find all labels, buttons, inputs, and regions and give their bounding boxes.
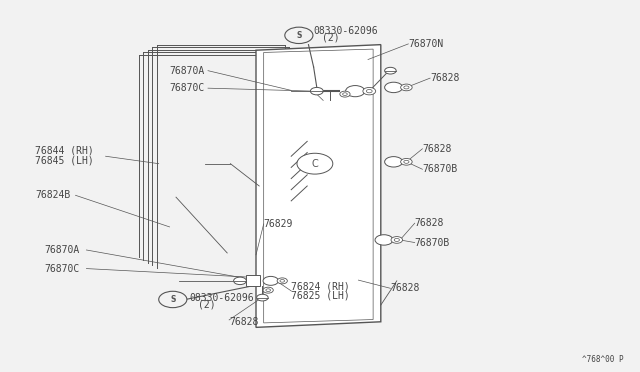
Text: 76828: 76828 <box>390 283 420 293</box>
Text: 76870A: 76870A <box>45 245 80 255</box>
Circle shape <box>285 27 313 44</box>
Text: 76828: 76828 <box>430 73 460 83</box>
Circle shape <box>404 160 409 163</box>
Text: 08330-62096: 08330-62096 <box>314 26 378 35</box>
Text: 76870B: 76870B <box>415 238 450 247</box>
Text: 76824 (RH): 76824 (RH) <box>291 282 350 291</box>
Circle shape <box>394 238 399 241</box>
Polygon shape <box>264 49 373 323</box>
Circle shape <box>280 279 285 282</box>
Text: 76870B: 76870B <box>422 164 458 174</box>
Text: 08330-62096: 08330-62096 <box>189 293 254 302</box>
Text: 76828: 76828 <box>415 218 444 228</box>
Circle shape <box>297 153 333 174</box>
Circle shape <box>159 291 187 308</box>
Circle shape <box>277 278 287 284</box>
Circle shape <box>375 235 393 245</box>
Circle shape <box>385 67 396 74</box>
Text: 76824B: 76824B <box>35 190 70 200</box>
Text: C: C <box>312 159 318 169</box>
Text: S: S <box>296 31 301 40</box>
Text: 76829: 76829 <box>264 219 293 229</box>
Circle shape <box>404 86 409 89</box>
Text: S: S <box>170 295 175 304</box>
Circle shape <box>342 93 348 96</box>
Circle shape <box>234 277 246 285</box>
Circle shape <box>346 86 365 97</box>
Circle shape <box>363 87 376 95</box>
Circle shape <box>401 84 412 91</box>
Circle shape <box>266 289 271 292</box>
Bar <box>246 275 260 286</box>
Circle shape <box>310 87 323 95</box>
Circle shape <box>340 91 350 97</box>
Text: 76828: 76828 <box>422 144 452 154</box>
Text: 76870C: 76870C <box>45 264 80 273</box>
Circle shape <box>401 158 412 165</box>
Circle shape <box>367 90 372 93</box>
Circle shape <box>263 276 278 285</box>
Text: 76828: 76828 <box>229 317 259 327</box>
Circle shape <box>385 157 403 167</box>
Text: 76870C: 76870C <box>170 83 205 93</box>
Text: 76845 (LH): 76845 (LH) <box>35 156 94 166</box>
Polygon shape <box>256 45 381 327</box>
Circle shape <box>391 237 403 243</box>
Text: 76870N: 76870N <box>408 39 444 49</box>
Text: (2): (2) <box>198 299 216 309</box>
Text: 76825 (LH): 76825 (LH) <box>291 291 350 300</box>
Circle shape <box>263 287 273 293</box>
Text: (2): (2) <box>322 32 340 42</box>
Text: ^768^00 P: ^768^00 P <box>582 355 624 364</box>
Circle shape <box>257 294 268 301</box>
Circle shape <box>385 82 403 93</box>
Text: 76870A: 76870A <box>170 66 205 76</box>
Text: 76844 (RH): 76844 (RH) <box>35 146 94 155</box>
